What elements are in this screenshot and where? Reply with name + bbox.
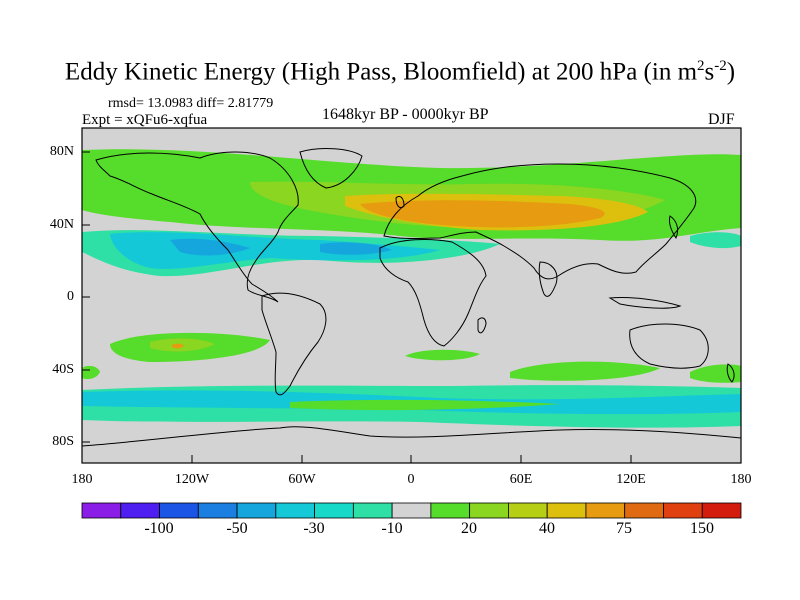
colorbar-label-minus50: -50 [226, 520, 248, 537]
x-tick-0: 0 [407, 472, 415, 487]
coast-madagascar [477, 317, 487, 334]
colorbar-swatch [585, 502, 626, 519]
coast-north-america [95, 151, 299, 303]
y-tick-80s: 80S [52, 434, 74, 449]
coast-australia [629, 323, 709, 369]
colorbar-swatch [197, 502, 238, 519]
map-ticks [81, 151, 742, 463]
colorbar-swatch [469, 502, 509, 519]
contour-south-orange-spot [172, 343, 184, 349]
contour-south-green4 [82, 365, 100, 380]
colorbar-swatch [314, 502, 354, 519]
x-tick-120w: 120W [174, 472, 210, 487]
coast-eurasia [383, 163, 697, 280]
colorbar-swatch [624, 502, 664, 519]
colorbar-swatch [508, 502, 548, 519]
coast-new-zealand [726, 363, 735, 383]
season-label: DJF [708, 111, 735, 128]
contour-north-blue [170, 238, 250, 256]
chart-title: Eddy Kinetic Energy (High Pass, Bloomfie… [64, 58, 736, 86]
coast-south-america [261, 292, 327, 396]
colorbar-swatch [546, 502, 587, 519]
x-tick-180w: 180 [71, 472, 93, 487]
colorbar-label-minus30: -30 [303, 520, 325, 537]
contour-south-green3 [510, 361, 660, 381]
x-tick-60w: 60W [288, 472, 316, 487]
coast-africa [379, 239, 487, 347]
coast-uk [395, 195, 405, 209]
x-tick-180e: 180 [730, 472, 752, 487]
y-tick-40s: 40S [52, 362, 74, 377]
y-tick-0: 0 [67, 289, 74, 304]
y-tick-40n: 40N [49, 217, 74, 232]
colorbar-swatch [391, 502, 432, 519]
colorbar-label-minus10: -10 [381, 520, 403, 537]
contour-asia-cyan [690, 232, 741, 249]
coastlines [82, 148, 741, 447]
colorbar-swatch [663, 502, 703, 519]
colorbar-swatch [81, 502, 122, 519]
colorbar-swatch [120, 502, 160, 519]
y-tick-80n: 80N [49, 144, 74, 159]
colorbar-swatch [430, 502, 471, 519]
colorbar-swatch [159, 502, 199, 519]
contour-north-blue2 [320, 242, 392, 255]
period-label: 1648kyr BP - 0000kyr BP [322, 106, 489, 123]
colorbar [81, 502, 742, 519]
rmsd-diff-label: rmsd= 13.0983 diff= 2.81779 [108, 96, 274, 111]
colorbar-label-150: 150 [690, 520, 714, 537]
colorbar-label-75: 75 [616, 520, 632, 537]
colorbar-swatch [352, 502, 393, 519]
colorbar-label-minus100: -100 [144, 520, 174, 537]
coast-indonesia [608, 297, 682, 309]
colorbar-label-40: 40 [539, 520, 555, 537]
eke-contours [82, 148, 741, 447]
contour-south-green5 [690, 364, 741, 383]
colorbar-swatch [701, 502, 742, 519]
contour-south-green2 [405, 349, 480, 361]
colorbar-swatch [236, 502, 277, 519]
coast-antarctica [82, 426, 741, 447]
coast-japan [669, 215, 679, 240]
coast-india [538, 261, 558, 297]
x-tick-60e: 60E [509, 472, 533, 487]
contour-north-orange [360, 200, 605, 228]
colorbar-label-20: 20 [461, 520, 477, 537]
colorbar-swatch [275, 502, 315, 519]
x-tick-120e: 120E [616, 472, 646, 487]
experiment-label: Expt = xQFu6-xqfua [82, 112, 208, 128]
contour-south-green-stripe [290, 399, 560, 411]
coast-greenland [299, 148, 363, 189]
